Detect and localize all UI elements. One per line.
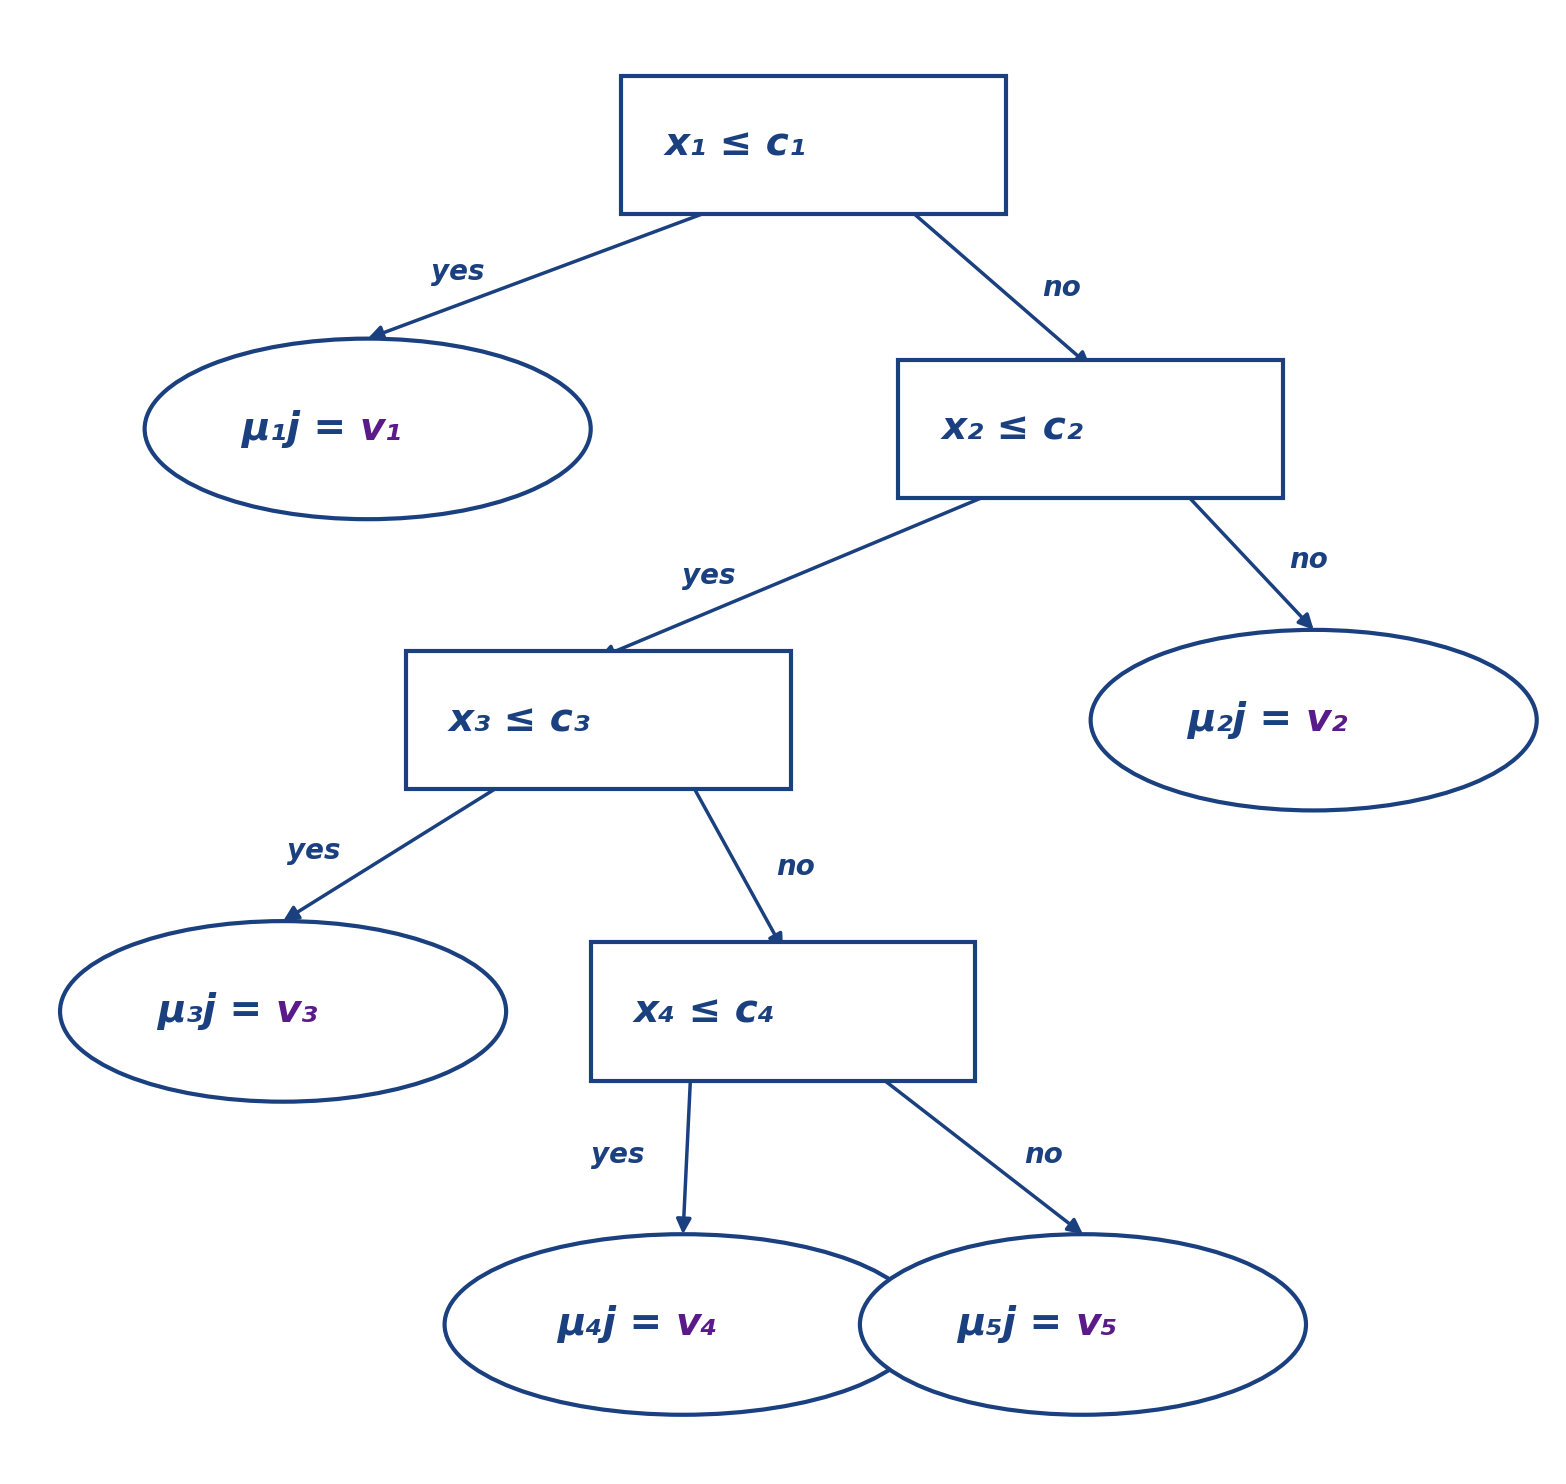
Text: yes: yes [431,258,484,286]
Text: v₃: v₃ [276,993,318,1030]
Text: no: no [1289,546,1328,574]
Text: no: no [1041,273,1081,301]
Text: v₄: v₄ [675,1306,717,1343]
FancyBboxPatch shape [590,942,976,1080]
Ellipse shape [60,922,506,1101]
Ellipse shape [445,1235,921,1414]
Text: v₅: v₅ [1076,1306,1118,1343]
Text: μ₂j =: μ₂j = [1187,700,1306,739]
Text: μ₄j =: μ₄j = [556,1306,675,1343]
Ellipse shape [144,338,590,519]
FancyBboxPatch shape [406,651,791,789]
FancyBboxPatch shape [899,359,1283,499]
Text: x₄ ≤ c₄: x₄ ≤ c₄ [634,993,775,1030]
Text: x₃ ≤ c₃: x₃ ≤ c₃ [449,700,590,739]
FancyBboxPatch shape [622,76,1005,214]
Text: μ₁j =: μ₁j = [241,410,360,448]
Text: x₂ ≤ c₂: x₂ ≤ c₂ [941,410,1084,448]
Text: v₂: v₂ [1306,700,1348,739]
Text: yes: yes [683,561,736,589]
Text: x₁ ≤ c₁: x₁ ≤ c₁ [664,126,806,163]
Text: μ₃j =: μ₃j = [157,993,276,1030]
Ellipse shape [1090,629,1536,810]
Text: yes: yes [590,1141,644,1168]
Ellipse shape [860,1235,1306,1414]
Text: no: no [775,853,814,881]
Text: yes: yes [288,837,341,865]
Text: μ₅j =: μ₅j = [957,1306,1076,1343]
Text: no: no [1024,1141,1063,1168]
Text: v₁: v₁ [360,410,402,448]
